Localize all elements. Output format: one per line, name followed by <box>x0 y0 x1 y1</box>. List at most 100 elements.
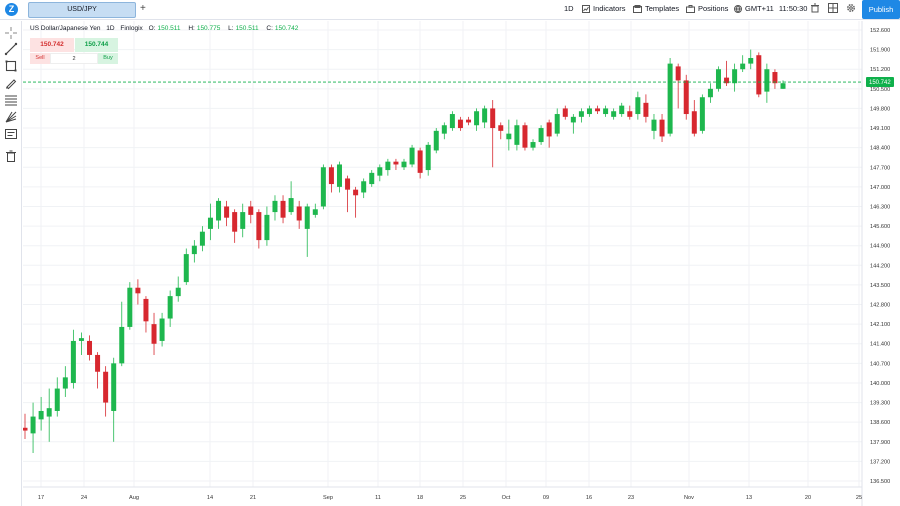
candle-body <box>312 209 318 215</box>
rectangle-icon[interactable] <box>4 59 18 73</box>
candle-body <box>466 119 472 123</box>
candle-body <box>554 114 560 134</box>
candle-body <box>135 287 141 294</box>
timezone-button[interactable]: GMT+11 11:50:30 <box>734 4 807 13</box>
low-value: 150.511 <box>235 25 259 32</box>
gann-fan-icon[interactable] <box>4 110 18 124</box>
quantity-input[interactable]: 2 <box>50 53 98 64</box>
candle-body <box>562 108 568 117</box>
candle-body <box>538 128 544 143</box>
candle-body <box>522 125 528 148</box>
time-tick-label: 23 <box>628 495 634 501</box>
layout-grid-icon[interactable] <box>827 3 839 15</box>
add-tab-button[interactable]: + <box>140 3 146 14</box>
candle-body <box>54 388 60 411</box>
candle-body <box>95 354 101 372</box>
candle-body <box>764 69 770 92</box>
close-label: C: <box>266 25 273 32</box>
buy-button[interactable]: Buy <box>98 53 118 64</box>
time-tick-label: Oct <box>502 495 511 501</box>
templates-icon <box>633 4 642 13</box>
crosshair-icon[interactable] <box>4 26 18 40</box>
buy-price-button[interactable]: 150.744 <box>75 38 118 52</box>
time-tick-label: 11 <box>375 495 381 501</box>
candle-body <box>449 114 455 129</box>
price-tick-label: 151.900 <box>870 48 890 54</box>
price-tick-label: 144.200 <box>870 263 890 269</box>
candle-body <box>207 217 213 229</box>
templates-button[interactable]: Templates <box>633 4 679 13</box>
interval-button[interactable]: 1D <box>564 4 574 13</box>
price-chart[interactable]: 152.600 151.900 151.200 150.500 149.800 149.1… <box>23 21 900 506</box>
candle-body <box>401 161 407 168</box>
price-tick-label: 149.800 <box>870 106 890 112</box>
candle-body <box>30 416 36 434</box>
price-tick-label: 149.100 <box>870 126 890 132</box>
candle-body <box>675 66 681 81</box>
sell-button[interactable]: Sell <box>30 53 50 64</box>
time-tick-label: 20 <box>805 495 811 501</box>
candle-body <box>38 410 44 420</box>
price-tick-label: 152.600 <box>870 28 890 34</box>
top-toolbar: Z USD/JPY + 1D Indicators Templates Posi… <box>0 0 900 20</box>
candle-body <box>393 161 399 165</box>
pencil-icon[interactable] <box>4 76 18 90</box>
price-tick-label: 145.600 <box>870 224 890 230</box>
candle-body <box>103 371 109 403</box>
candle-body <box>256 212 262 241</box>
candle-body <box>433 130 439 151</box>
price-tick-label: 140.700 <box>870 361 890 367</box>
candle-body <box>70 340 76 383</box>
indicators-button[interactable]: Indicators <box>582 4 626 13</box>
positions-button[interactable]: Positions <box>686 4 728 13</box>
candle-body <box>361 181 367 193</box>
time-axis: 17 24 Aug 14 21 Sep 11 18 25 Oct 09 16 23 Nov 13 20 25 <box>38 495 862 501</box>
candle-body <box>756 55 762 95</box>
sell-price-button[interactable]: 150.742 <box>30 38 74 52</box>
candle-body <box>683 80 689 115</box>
price-tick-label: 150.500 <box>870 87 890 93</box>
time-tick-label: 25 <box>460 495 466 501</box>
legend-interval: 1D <box>106 25 115 32</box>
candle-body <box>151 324 157 344</box>
indicators-icon <box>582 4 590 13</box>
candle-body <box>546 122 552 137</box>
candle-body <box>417 150 423 173</box>
price-tick-label: 140.000 <box>870 381 890 387</box>
app-logo-icon[interactable]: Z <box>5 3 18 16</box>
candle-body <box>183 254 189 283</box>
chart-legend: US Dollar/Japanese Yen 1D Finlogix O: 150… <box>30 25 304 32</box>
candle-body <box>724 77 730 84</box>
candle-body <box>23 427 28 431</box>
candle-body <box>232 212 238 232</box>
candle-body <box>506 133 512 140</box>
candle-body <box>586 108 592 115</box>
publish-button[interactable]: Publish <box>862 0 900 19</box>
price-tick-label: 137.900 <box>870 440 890 446</box>
candle-body <box>611 111 617 117</box>
trash-toolbar-icon[interactable] <box>809 3 821 15</box>
candle-body <box>345 178 351 190</box>
trend-line-icon[interactable] <box>4 42 18 56</box>
candle-body <box>490 108 496 129</box>
candle-body <box>353 189 359 196</box>
candle-body <box>659 119 665 137</box>
trash-icon[interactable] <box>4 149 18 163</box>
symbol-tab[interactable]: USD/JPY <box>28 2 136 18</box>
text-note-icon[interactable] <box>4 127 18 141</box>
price-tick-label: 142.800 <box>870 303 890 309</box>
candle-body <box>304 206 310 229</box>
candle-body <box>264 214 270 241</box>
timezone-label: GMT+11 <box>745 4 774 13</box>
candle-body <box>191 245 197 255</box>
candle-body <box>248 206 254 215</box>
candle-body <box>780 83 786 89</box>
candle-body <box>514 125 520 145</box>
fib-retracement-icon[interactable] <box>4 93 18 107</box>
price-tick-label: 137.200 <box>870 459 890 465</box>
gear-icon[interactable] <box>845 3 857 15</box>
time-tick-label: 13 <box>746 495 752 501</box>
candle-body <box>409 147 415 165</box>
last-price-tag <box>866 77 894 88</box>
candle-body <box>224 206 230 218</box>
